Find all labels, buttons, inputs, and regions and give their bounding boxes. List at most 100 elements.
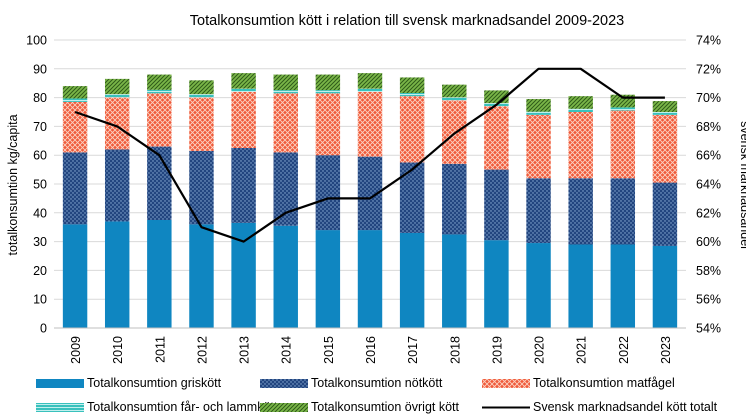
bar-segment-4 [147, 74, 172, 90]
y-tick-label: 70 [33, 120, 47, 134]
bar-segment-2 [231, 91, 256, 148]
bar-segment-4 [652, 101, 678, 112]
legend-item-matfagel: Totalkonsumtion matfågel [482, 374, 675, 392]
legend-label-ovrigt: Totalkonsumtion övrigt kött [311, 400, 459, 414]
bar-segment-0 [526, 243, 551, 328]
bar-segment-2 [484, 106, 509, 170]
bar-segment-1 [526, 178, 551, 244]
legend-item-griskott: Totalkonsumtion griskött [36, 374, 221, 392]
bar-segment-1 [610, 178, 636, 245]
bar-segment-1 [652, 182, 678, 246]
bar-segment-2 [357, 91, 383, 157]
y-tick-label: 30 [33, 235, 47, 249]
legend-item-notkott: Totalkonsumtion nötkött [260, 374, 442, 392]
bar-segment-3 [652, 112, 678, 115]
x-tick-label: 2015 [322, 336, 336, 364]
bar-segment-4 [315, 74, 341, 91]
bar-segment-0 [273, 225, 298, 328]
bar-segment-2 [62, 101, 88, 153]
legend-swatch-lamm [36, 402, 84, 412]
x-tick-label: 2023 [659, 336, 673, 364]
legend-label-notkott: Totalkonsumtion nötkött [311, 376, 443, 390]
bar-segment-4 [231, 73, 256, 89]
y-tick-label: 80 [33, 91, 47, 105]
x-tick-label: 2019 [490, 336, 504, 364]
x-tick-label: 2009 [69, 336, 83, 364]
x-tick-label: 2016 [364, 336, 378, 364]
bar-segment-0 [484, 240, 509, 328]
bar-segment-3 [189, 94, 214, 98]
bar-segment-0 [189, 224, 214, 328]
legend-label-marknadsandel: Svensk marknadsandel kött totalt [533, 400, 718, 414]
market-share-line [74, 67, 665, 243]
bar-segment-4 [526, 99, 551, 112]
x-tick-label: 2020 [533, 336, 547, 364]
bar-segment-3 [442, 97, 467, 101]
x-tick-label: 2012 [195, 336, 209, 364]
x-tick-label: 2014 [280, 336, 294, 364]
legend-item-lamm: Totalkonsumtion får- och lammkött [36, 398, 277, 416]
bar-segment-0 [610, 244, 636, 328]
bar-segment-0 [442, 234, 467, 328]
bar-segment-3 [231, 88, 256, 92]
y-tick-label: 20 [33, 264, 47, 278]
bar-segment-4 [357, 73, 383, 89]
bar-segment-0 [104, 221, 130, 328]
bar-segment-3 [399, 92, 425, 97]
bar-segment-1 [147, 146, 172, 220]
legend-item-marknadsandel: Svensk marknadsandel kött totalt [482, 398, 717, 416]
bar-segment-2 [610, 110, 636, 179]
bar-segment-4 [442, 84, 467, 98]
y-tick-label: 0 [40, 322, 47, 336]
line-series [74, 67, 665, 243]
bar-segment-1 [273, 152, 298, 226]
bar-segment-0 [399, 232, 425, 328]
bar-segment-4 [189, 80, 214, 95]
bar-segment-0 [652, 245, 678, 328]
legend-swatch-griskott [36, 378, 84, 388]
bar-segment-2 [399, 96, 425, 163]
legend-swatch-marknadsandel [482, 406, 530, 408]
bar-segment-3 [357, 88, 383, 92]
y-tick-label: 90 [33, 62, 47, 76]
y-tick-label: 50 [33, 178, 47, 192]
bar-segment-1 [399, 162, 425, 233]
bar-segment-1 [568, 178, 593, 245]
y-tick-label: 100 [26, 34, 47, 48]
bar-segment-0 [62, 224, 88, 328]
bar-segment-4 [62, 86, 88, 99]
y2-tick-label: 56% [696, 293, 721, 307]
y2-tick-label: 54% [696, 322, 721, 336]
legend-item-ovrigt: Totalkonsumtion övrigt kött [260, 398, 459, 416]
y2-tick-label: 72% [696, 62, 721, 76]
bar-segment-1 [315, 155, 341, 231]
bar-segment-2 [526, 114, 551, 179]
bar-segment-4 [568, 96, 593, 109]
legend-label-griskott: Totalkonsumtion griskött [87, 376, 222, 390]
bar-segment-3 [62, 98, 88, 102]
legend-swatch-matfagel [482, 378, 530, 388]
bar-segment-2 [189, 97, 214, 151]
y-tick-label: 40 [33, 206, 47, 220]
bars [62, 73, 678, 328]
bar-segment-2 [442, 100, 467, 164]
x-tick-label: 2017 [406, 336, 420, 364]
bar-segment-3 [526, 111, 551, 115]
bar-segment-0 [568, 244, 593, 328]
bar-segment-3 [104, 94, 130, 98]
bar-segment-2 [315, 93, 341, 156]
y-tick-label: 10 [33, 293, 47, 307]
bar-segment-3 [568, 108, 593, 112]
y-tick-label: 60 [33, 149, 47, 163]
bar-segment-1 [442, 163, 467, 235]
bar-segment-1 [62, 152, 88, 225]
bar-segment-3 [273, 90, 298, 94]
x-tick-label: 2010 [111, 336, 125, 364]
bar-segment-0 [315, 230, 341, 328]
y2-tick-label: 60% [696, 235, 721, 249]
x-tick-label: 2022 [617, 336, 631, 364]
bar-segment-3 [315, 90, 341, 94]
y2-tick-label: 58% [696, 264, 721, 278]
bar-segment-2 [273, 93, 298, 153]
